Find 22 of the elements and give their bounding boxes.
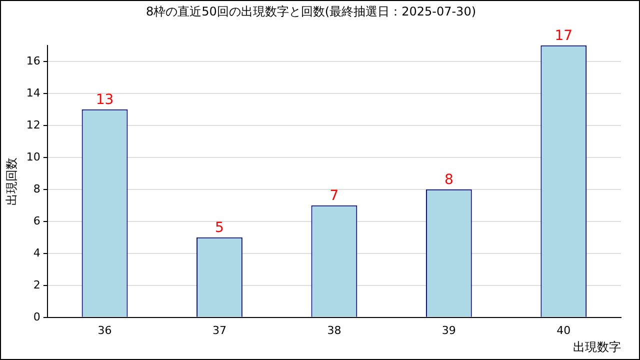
y-tick-label: 4 (33, 246, 40, 260)
y-tick-label: 8 (33, 182, 40, 196)
data-label: 5 (215, 220, 224, 236)
y-axis-title: 出現回数 (4, 157, 18, 206)
x-tick-label: 39 (442, 324, 456, 337)
data-label: 13 (96, 92, 114, 108)
x-tick-label: 40 (556, 324, 571, 337)
y-tick-label: 0 (33, 310, 40, 324)
y-tick-label: 14 (26, 86, 40, 100)
data-label: 17 (554, 28, 573, 44)
y-tick-label: 16 (26, 54, 40, 68)
data-label: 8 (444, 172, 454, 188)
x-tick-label: 36 (98, 324, 112, 337)
x-tick-label: 37 (212, 324, 226, 337)
x-tick-label: 38 (327, 324, 342, 337)
data-label: 7 (330, 188, 339, 204)
x-axis-title: 出現数字 (573, 340, 621, 354)
y-tick-label: 10 (26, 150, 40, 164)
y-tick-label: 2 (33, 278, 40, 292)
chart-title: 8枠の直近50回の出現数字と回数(最終抽選日：2025-07-30) (146, 4, 476, 18)
y-tick-label: 6 (33, 214, 40, 228)
y-tick-label: 12 (26, 118, 40, 132)
